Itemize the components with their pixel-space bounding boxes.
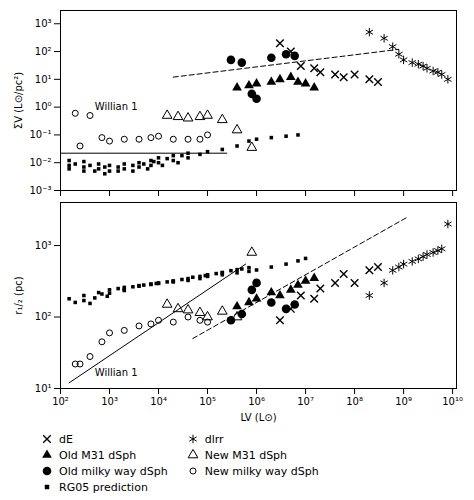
html-text:New milky way dSph: New milky way dSph bbox=[204, 464, 319, 478]
svg-text:10²: 10² bbox=[35, 46, 52, 57]
svg-text:r₁/₂ (pc): r₁/₂ (pc) bbox=[13, 276, 24, 314]
html-text:Old milky way dSph: Old milky way dSph bbox=[59, 464, 168, 478]
svg-text:10⁶: 10⁶ bbox=[248, 396, 265, 407]
svg-text:Willian 1: Willian 1 bbox=[95, 367, 138, 378]
svg-text:10²: 10² bbox=[35, 311, 52, 322]
svg-text:ΣV (L⊙/pc²): ΣV (L⊙/pc²) bbox=[13, 72, 24, 129]
svg-text:10³: 10³ bbox=[101, 396, 118, 407]
svg-text:10¹: 10¹ bbox=[35, 383, 52, 394]
svg-text:Willian 1: Willian 1 bbox=[95, 101, 138, 112]
svg-text:10⁹: 10⁹ bbox=[395, 396, 412, 407]
svg-text:10⁰: 10⁰ bbox=[35, 101, 52, 112]
html-text:dE: dE bbox=[59, 432, 73, 446]
svg-text:10⁻³: 10⁻³ bbox=[29, 185, 51, 196]
html-text:dlrr: dlrr bbox=[204, 432, 224, 446]
svg-text:10³: 10³ bbox=[35, 18, 52, 29]
html-text:RG05 prediction: RG05 prediction bbox=[59, 480, 148, 494]
html-text:New M31 dSph: New M31 dSph bbox=[204, 448, 288, 462]
svg-text:10⁷: 10⁷ bbox=[297, 396, 314, 407]
svg-text:10⁻²: 10⁻² bbox=[29, 157, 51, 168]
svg-text:10⁻¹: 10⁻¹ bbox=[29, 129, 51, 140]
svg-text:10³: 10³ bbox=[35, 240, 52, 251]
svg-text:10¹⁰: 10¹⁰ bbox=[442, 396, 463, 407]
svg-text:10¹: 10¹ bbox=[35, 74, 52, 85]
html-text:Old M31 dSph: Old M31 dSph bbox=[59, 448, 137, 462]
svg-text:LV (L⊙): LV (L⊙) bbox=[240, 412, 276, 423]
svg-text:10⁴: 10⁴ bbox=[150, 396, 167, 407]
svg-text:10²: 10² bbox=[52, 396, 69, 407]
svg-text:10⁸: 10⁸ bbox=[346, 396, 363, 407]
svg-text:10⁵: 10⁵ bbox=[199, 396, 216, 407]
